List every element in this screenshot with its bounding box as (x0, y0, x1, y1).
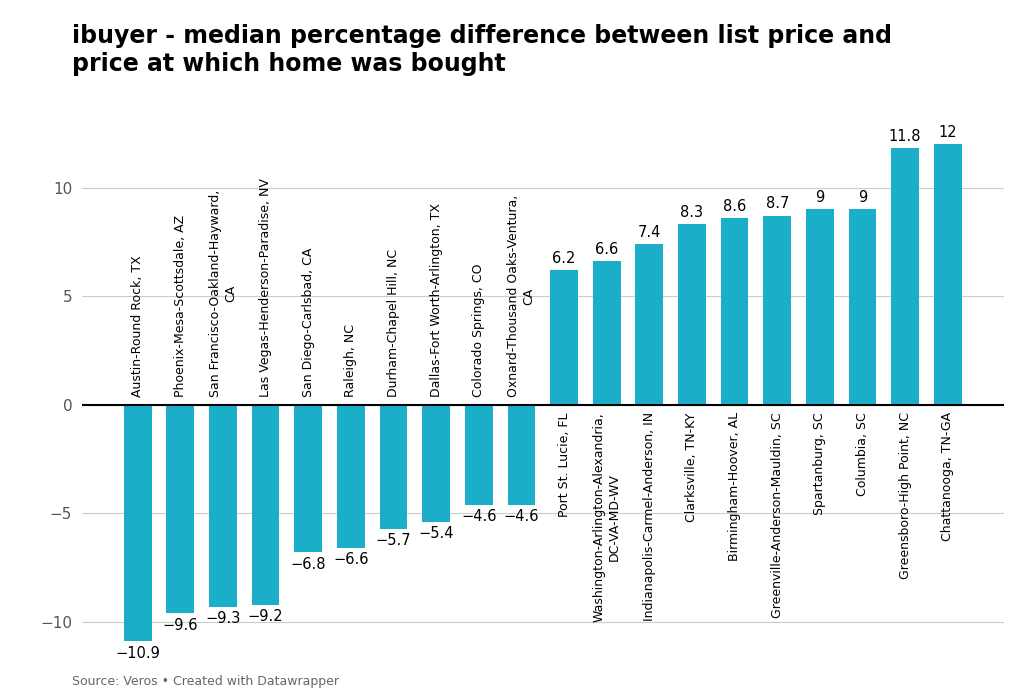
Bar (593, 262, 621, 405)
Text: 11.8: 11.8 (889, 129, 922, 144)
Text: −4.6: −4.6 (504, 509, 540, 524)
Bar (934, 144, 962, 405)
Bar (721, 218, 749, 405)
Text: Oxnard-Thousand Oaks-Ventura,
CA: Oxnard-Thousand Oaks-Ventura, CA (508, 195, 536, 397)
Text: 8.6: 8.6 (723, 198, 746, 214)
Text: Indianapolis-Carmel-Anderson, IN: Indianapolis-Carmel-Anderson, IN (643, 412, 655, 621)
Text: −9.3: −9.3 (205, 611, 241, 626)
Bar (252, 405, 280, 604)
Text: Columbia, SC: Columbia, SC (856, 412, 869, 496)
Text: Chattanooga, TN-GA: Chattanooga, TN-GA (941, 412, 954, 541)
Bar (763, 216, 792, 405)
Text: −6.8: −6.8 (291, 557, 326, 572)
Text: Greensboro-High Point, NC: Greensboro-High Point, NC (899, 412, 911, 579)
Bar (167, 405, 195, 613)
Text: 8.3: 8.3 (680, 205, 703, 220)
Text: 8.7: 8.7 (766, 196, 788, 212)
Text: 6.2: 6.2 (552, 251, 575, 266)
Text: Greenville-Anderson-Mauldin, SC: Greenville-Anderson-Mauldin, SC (771, 412, 783, 618)
Text: San Diego-Carlsbad, CA: San Diego-Carlsbad, CA (302, 248, 314, 397)
Text: Washington-Arlington-Alexandria,
DC-VA-MD-WV: Washington-Arlington-Alexandria, DC-VA-M… (593, 412, 621, 622)
Text: Phoenix-Mesa-Scottsdale, AZ: Phoenix-Mesa-Scottsdale, AZ (174, 215, 186, 397)
Text: −10.9: −10.9 (116, 646, 160, 661)
Text: Las Vegas-Henderson-Paradise, NV: Las Vegas-Henderson-Paradise, NV (259, 178, 272, 397)
Text: Durham-Chapel Hill, NC: Durham-Chapel Hill, NC (387, 249, 400, 397)
Bar (124, 405, 152, 641)
Text: −5.4: −5.4 (419, 526, 454, 541)
Text: Dallas-Fort Worth-Arlington, TX: Dallas-Fort Worth-Arlington, TX (430, 203, 442, 397)
Text: Source: Veros • Created with Datawrapper: Source: Veros • Created with Datawrapper (72, 675, 339, 688)
Text: price at which home was bought: price at which home was bought (72, 52, 506, 76)
Text: −9.6: −9.6 (163, 618, 198, 632)
Text: 12: 12 (938, 125, 957, 139)
Text: Spartanburg, SC: Spartanburg, SC (813, 412, 826, 515)
Text: 6.6: 6.6 (595, 242, 618, 257)
Text: 9: 9 (815, 190, 824, 205)
Text: Clarksville, TN-KY: Clarksville, TN-KY (685, 412, 698, 522)
Bar (806, 209, 834, 405)
Bar (891, 149, 919, 405)
Bar (380, 405, 408, 529)
Text: −5.7: −5.7 (376, 533, 412, 548)
Text: 7.4: 7.4 (638, 225, 662, 239)
Bar (849, 209, 877, 405)
Text: −6.6: −6.6 (333, 552, 369, 568)
Bar (209, 405, 237, 607)
Bar (337, 405, 365, 548)
Bar (294, 405, 323, 552)
Text: −9.2: −9.2 (248, 609, 284, 624)
Bar (422, 405, 450, 522)
Bar (678, 224, 706, 405)
Bar (550, 270, 578, 405)
Text: Raleigh, NC: Raleigh, NC (344, 324, 357, 397)
Bar (636, 244, 664, 405)
Bar (508, 405, 536, 505)
Text: Birmingham-Hoover, AL: Birmingham-Hoover, AL (728, 412, 741, 561)
Text: 9: 9 (858, 190, 867, 205)
Text: Colorado Springs, CO: Colorado Springs, CO (472, 264, 485, 397)
Text: Austin-Round Rock, TX: Austin-Round Rock, TX (131, 255, 144, 397)
Text: San Francisco-Oakland-Hayward,
CA: San Francisco-Oakland-Hayward, CA (209, 190, 237, 397)
Bar (465, 405, 493, 505)
Text: Port St. Lucie, FL: Port St. Lucie, FL (557, 412, 570, 517)
Text: −4.6: −4.6 (461, 509, 497, 524)
Text: ibuyer - median percentage difference between list price and: ibuyer - median percentage difference be… (72, 24, 892, 49)
